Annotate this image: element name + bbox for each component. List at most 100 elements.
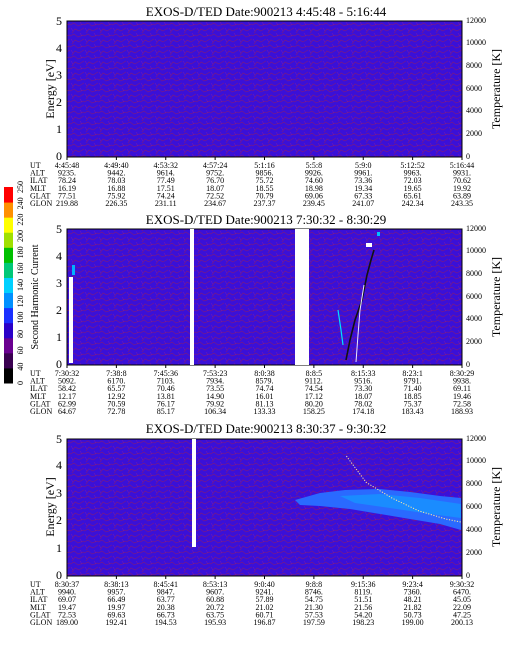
- orbit-cell: 50.73: [404, 610, 422, 619]
- orbit-cell: 196.87: [254, 618, 276, 627]
- orbit-row-label: GLON: [30, 407, 52, 416]
- orbit-cell: 72.78: [107, 407, 125, 416]
- panel-3-ylabel: Energy [eV]: [43, 477, 57, 536]
- orbit-cell: 78.24: [58, 176, 76, 185]
- colorbar-swatch: [4, 217, 13, 233]
- orbit-cell: 72.53: [58, 610, 76, 619]
- orbit-cell: 21.82: [404, 603, 422, 612]
- panel-1-y2tick: 6000: [466, 84, 482, 93]
- orbit-cell: 14.90: [206, 392, 224, 401]
- panel-1-y2tick: 8000: [466, 61, 482, 70]
- panel-1-title: EXOS-D/TED Date:900213 4:45:48 - 5:16:44: [146, 4, 387, 19]
- orbit-row-label: ALT: [30, 588, 45, 597]
- colorbar-swatch: [4, 202, 13, 218]
- orbit-cell: 69.63: [107, 610, 125, 619]
- orbit-cell: 72.52: [206, 191, 224, 200]
- panel-1-ytick: 0: [56, 149, 62, 163]
- orbit-cell: 60.88: [206, 595, 224, 604]
- panel-2-data-gap: [190, 229, 194, 365]
- orbit-cell: 12.17: [58, 392, 76, 401]
- orbit-cell: 9:15:36: [351, 580, 375, 589]
- colorbar-tick: 100: [16, 312, 25, 324]
- orbit-cell: 21.02: [256, 603, 274, 612]
- orbit-cell: 5:16:44: [450, 161, 474, 170]
- colorbar-tick: 60: [16, 346, 25, 354]
- orbit-cell: 17.12: [305, 392, 323, 401]
- orbit-cell: 75.72: [256, 176, 274, 185]
- panel-2-low-energy-band: [69, 277, 73, 363]
- panel-1-ytick: 5: [56, 14, 62, 28]
- orbit-cell: 70.62: [453, 176, 471, 185]
- panel-2-y2ticks: 0 2000 4000 6000 8000 10000 12000: [466, 224, 486, 369]
- orbit-cell: 133.33: [254, 407, 276, 416]
- panel-3-ytick: 5: [56, 432, 62, 446]
- orbit-cell: 9856.: [256, 169, 274, 178]
- panel-1-y2tick: 12000: [466, 16, 486, 25]
- orbit-cell: 22.09: [453, 603, 471, 612]
- panel-2-y2tick: 4000: [466, 314, 482, 323]
- orbit-row-label: MLT: [30, 392, 46, 401]
- orbit-row-label: GLAT: [30, 610, 51, 619]
- orbit-row-label: GLAT: [30, 191, 51, 200]
- panel-3-temperature-trace: [346, 455, 463, 523]
- panel-2-y2tick: 2000: [466, 337, 482, 346]
- orbit-cell: 16.88: [107, 184, 125, 193]
- orbit-row-label: ILAT: [30, 384, 47, 393]
- colorbar-tick: 40: [16, 363, 25, 371]
- orbit-cell: 197.59: [303, 618, 325, 627]
- orbit-cell: 77.51: [58, 191, 76, 200]
- orbit-cell: 45.05: [453, 595, 471, 604]
- orbit-cell: 4:57:24: [203, 161, 227, 170]
- orbit-cell: 19.65: [404, 184, 422, 193]
- orbit-cell: 9931.: [453, 169, 471, 178]
- panel-1-ytick: 1: [56, 122, 62, 136]
- panel-3-ytick: 2: [56, 513, 62, 527]
- orbit-cell: 8746.: [305, 588, 323, 597]
- panel-2-plot-area: [66, 228, 463, 366]
- orbit-cell: 74.24: [157, 191, 175, 200]
- orbit-cell: 20.38: [157, 603, 175, 612]
- panel-2-low-energy-band: [72, 265, 75, 275]
- orbit-cell: 73.30: [354, 384, 372, 393]
- orbit-cell: 242.34: [402, 199, 424, 208]
- orbit-cell: 21.30: [305, 603, 323, 612]
- orbit-cell: 239.45: [303, 199, 325, 208]
- orbit-cell: 219.88: [56, 199, 78, 208]
- colorbar-tick: 180: [16, 246, 25, 258]
- orbit-row-label: UT: [30, 161, 41, 170]
- orbit-cell: 54.20: [354, 610, 372, 619]
- orbit-cell: 195.93: [204, 618, 226, 627]
- orbit-cell: 106.34: [204, 407, 226, 416]
- orbit-cell: 54.75: [305, 595, 323, 604]
- orbit-row-label: ILAT: [30, 595, 47, 604]
- panel-2-y2label: Temperature [K]: [489, 257, 503, 337]
- orbit-cell: 8:30:29: [450, 369, 474, 378]
- panel-1-ylabel: Energy [eV]: [43, 59, 57, 118]
- panel-3-orbit-table: UT 8:30:37 8:38:13 8:45:41 8:53:13 9:0:40 9:8:…: [30, 576, 474, 627]
- panel-3-y2tick: 8000: [466, 479, 482, 488]
- orbit-cell: 7:30:32: [55, 369, 79, 378]
- colorbar-swatches: [4, 187, 13, 384]
- orbit-cell: 231.11: [155, 199, 177, 208]
- orbit-cell: 16.19: [58, 184, 76, 193]
- panel-1-y2label: Temperature [K]: [489, 49, 503, 129]
- panel-1-ytick: 3: [56, 68, 62, 82]
- orbit-cell: 5092.: [58, 377, 76, 386]
- colorbar-swatch: [4, 337, 13, 354]
- orbit-cell: 63.77: [157, 595, 175, 604]
- colorbar-swatch: [4, 292, 13, 309]
- orbit-cell: 69.07: [58, 595, 76, 604]
- colorbar-swatch: [4, 322, 13, 339]
- orbit-cell: 4:49:40: [104, 161, 128, 170]
- orbit-cell: 4:45:48: [55, 161, 79, 170]
- orbit-cell: 69.11: [453, 384, 471, 393]
- orbit-cell: 9752.: [206, 169, 224, 178]
- colorbar-tick: 160: [16, 263, 25, 275]
- colorbar-tick: 0: [16, 381, 25, 385]
- panel-3-ytick: 3: [56, 486, 62, 500]
- panel-2-enhancement-trace: [337, 309, 344, 346]
- orbit-cell: 237.37: [254, 199, 276, 208]
- orbit-cell: 241.07: [352, 199, 374, 208]
- panel-1: EXOS-D/TED Date:900213 4:45:48 - 5:16:44…: [30, 4, 503, 208]
- panel-3-y2tick: 4000: [466, 525, 482, 534]
